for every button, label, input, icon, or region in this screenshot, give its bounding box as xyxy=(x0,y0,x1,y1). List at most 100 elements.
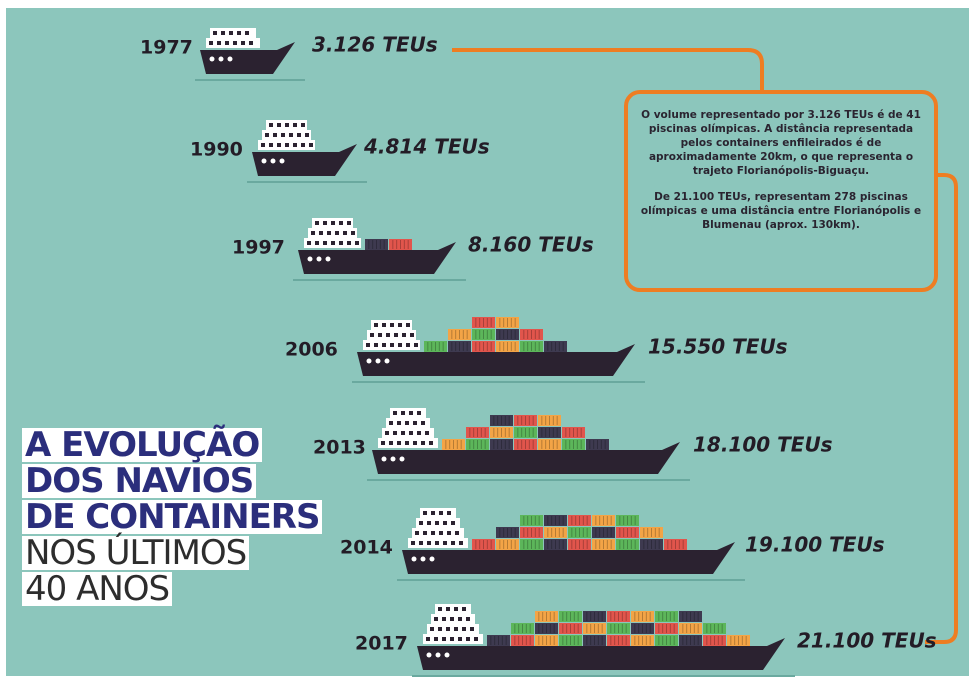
container xyxy=(520,539,543,550)
window xyxy=(474,637,478,641)
ship-year: 1997 xyxy=(232,237,285,259)
window xyxy=(289,133,293,137)
window xyxy=(411,541,415,545)
container xyxy=(490,415,513,426)
window xyxy=(462,627,466,631)
window xyxy=(446,627,450,631)
ship-capacity: 19.100 TEUs xyxy=(745,533,885,557)
container xyxy=(472,317,495,328)
container xyxy=(535,623,558,634)
window xyxy=(389,441,393,445)
porthole xyxy=(384,358,390,364)
window xyxy=(466,637,470,641)
ship-capacity: 21.100 TEUs xyxy=(797,629,937,653)
container xyxy=(490,439,513,450)
window xyxy=(402,333,406,337)
container xyxy=(365,239,388,250)
porthole xyxy=(316,256,322,262)
container xyxy=(631,611,654,622)
window xyxy=(435,521,439,525)
window xyxy=(459,541,463,545)
title-line: A EVOLUÇÃO xyxy=(22,428,263,462)
window xyxy=(462,607,466,611)
window xyxy=(423,531,427,535)
porthole xyxy=(426,652,432,658)
note-paragraph: O volume representado por 3.126 TEUs é d… xyxy=(641,109,921,177)
window xyxy=(301,123,305,127)
window xyxy=(374,323,378,327)
container xyxy=(490,427,513,438)
window xyxy=(374,343,378,347)
window xyxy=(425,431,429,435)
window xyxy=(439,511,443,515)
window xyxy=(327,231,331,235)
container xyxy=(631,623,654,634)
container xyxy=(520,515,543,526)
window xyxy=(442,637,446,641)
superstructure xyxy=(435,604,471,614)
container xyxy=(568,527,591,538)
window xyxy=(419,521,423,525)
window xyxy=(241,41,245,45)
window xyxy=(323,241,327,245)
superstructure xyxy=(427,624,479,634)
container xyxy=(520,329,543,340)
window xyxy=(443,521,447,525)
container xyxy=(466,427,489,438)
window xyxy=(335,231,339,235)
container xyxy=(607,623,630,634)
window xyxy=(229,31,233,35)
container xyxy=(514,439,537,450)
window xyxy=(458,637,462,641)
window xyxy=(269,123,273,127)
window xyxy=(351,231,355,235)
window xyxy=(398,323,402,327)
container xyxy=(583,635,606,646)
container xyxy=(592,539,615,550)
window xyxy=(233,41,237,45)
title-line: 40 ANOS xyxy=(22,572,173,606)
window xyxy=(315,221,319,225)
container xyxy=(655,611,678,622)
container xyxy=(544,515,567,526)
ship-capacity: 15.550 TEUs xyxy=(648,335,788,359)
window xyxy=(237,31,241,35)
window xyxy=(423,511,427,515)
container xyxy=(592,527,615,538)
connector xyxy=(925,173,958,644)
window xyxy=(434,637,438,641)
window xyxy=(209,41,213,45)
superstructure xyxy=(420,508,456,518)
window xyxy=(249,41,253,45)
porthole xyxy=(429,556,435,562)
window xyxy=(451,521,455,525)
title-line: DOS NAVIOS xyxy=(22,464,257,498)
porthole xyxy=(381,456,387,462)
hull xyxy=(298,242,456,274)
container xyxy=(538,439,561,450)
window xyxy=(431,531,435,535)
window xyxy=(427,521,431,525)
window xyxy=(366,343,370,347)
ship-capacity: 3.126 TEUs xyxy=(312,33,438,57)
porthole xyxy=(261,158,267,164)
container xyxy=(424,341,447,352)
window xyxy=(426,637,430,641)
window xyxy=(410,333,414,337)
superstructure xyxy=(412,528,464,538)
window xyxy=(438,627,442,631)
container xyxy=(727,635,750,646)
window xyxy=(323,221,327,225)
window xyxy=(421,421,425,425)
window xyxy=(439,531,443,535)
container xyxy=(664,539,687,550)
window xyxy=(427,541,431,545)
window xyxy=(401,431,405,435)
container xyxy=(616,527,639,538)
window xyxy=(319,231,323,235)
window xyxy=(413,441,417,445)
ship-year: 2014 xyxy=(340,537,393,559)
container xyxy=(389,239,412,250)
window xyxy=(265,133,269,137)
window xyxy=(293,143,297,147)
